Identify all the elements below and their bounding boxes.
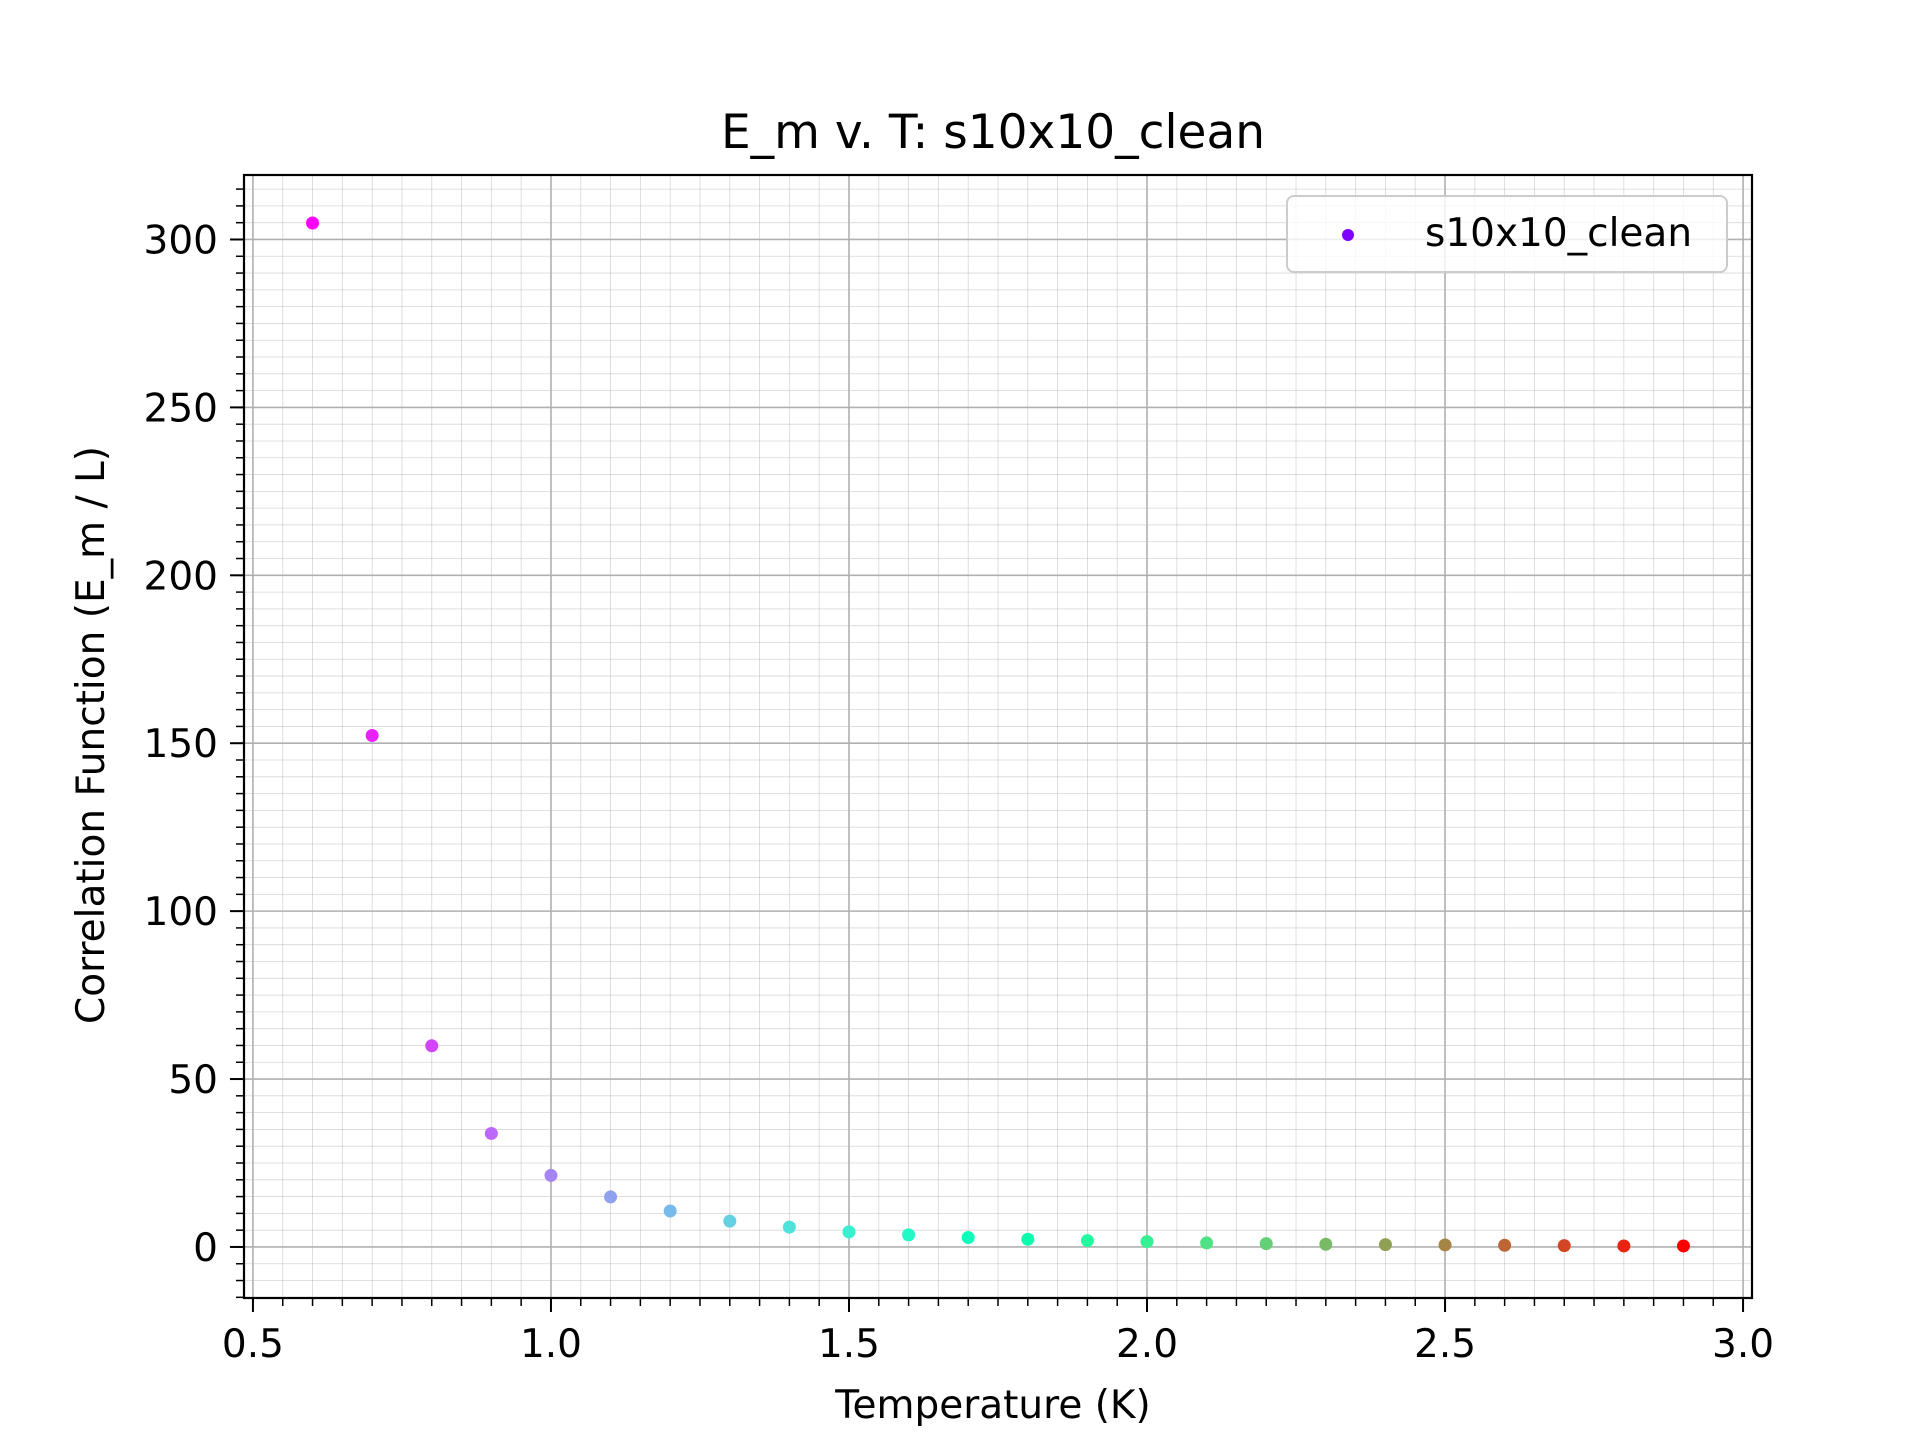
data-point [1319,1237,1333,1251]
scatter-points [306,216,1690,1253]
data-point [1080,1234,1094,1248]
y-tick-label: 200 [144,554,218,599]
x-tick-label: 2.5 [1414,1322,1476,1367]
y-axis-label: Correlation Function (E_m / L) [69,446,114,1024]
data-point [1378,1238,1392,1252]
y-tick-label: 50 [168,1058,218,1103]
data-point [1140,1235,1154,1249]
data-point [902,1228,916,1242]
data-point [425,1039,439,1053]
x-tick-label: 1.0 [520,1322,582,1367]
data-point [782,1220,796,1234]
data-point [604,1190,618,1204]
data-point [1021,1232,1035,1246]
x-tick-label: 2.0 [1116,1322,1178,1367]
data-point [365,728,379,742]
data-point [1438,1238,1452,1252]
x-tick-labels: 0.5 1.0 1.5 2.0 2.5 3.0 [222,1322,1774,1367]
data-point [663,1204,677,1218]
data-point [544,1168,558,1182]
x-tick-label: 1.5 [818,1322,880,1367]
chart-title: E_m v. T: s10x10_clean [721,105,1265,160]
data-point [1498,1238,1512,1252]
data-point [1200,1236,1214,1250]
axis-ticks [230,188,1745,1312]
y-tick-label: 150 [144,722,218,767]
y-tick-label: 250 [144,386,218,431]
data-point [842,1225,856,1239]
y-tick-labels: 0 50 100 150 200 250 300 [144,218,218,1270]
x-tick-label: 0.5 [222,1322,284,1367]
x-tick-label: 3.0 [1712,1322,1774,1367]
data-point [961,1231,975,1245]
y-tick-label: 100 [144,890,218,935]
legend: s10x10_clean [1286,195,1728,273]
legend-marker [1342,229,1354,241]
y-tick-label: 0 [193,1226,218,1271]
legend-box [1286,195,1728,273]
x-axis-label: Temperature (K) [834,1383,1150,1428]
data-point [306,216,320,230]
data-point [1259,1237,1273,1251]
major-grid [244,175,1752,1298]
data-point [1676,1239,1690,1253]
data-point [1617,1239,1631,1253]
y-tick-label: 300 [144,218,218,263]
data-point [484,1126,498,1140]
data-point [723,1214,737,1228]
data-point [1557,1239,1571,1253]
legend-label: s10x10_clean [1425,211,1692,256]
